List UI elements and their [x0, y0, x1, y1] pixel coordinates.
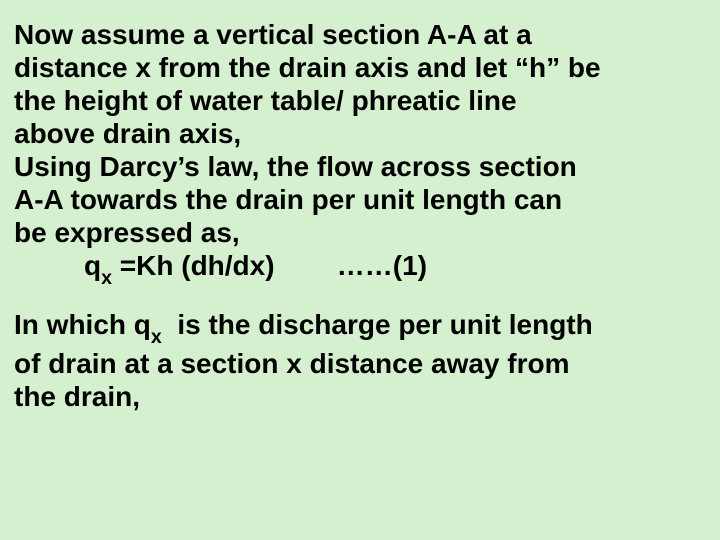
p1-line-7: be expressed as,: [14, 217, 240, 248]
p2-line-2: of drain at a section x distance away fr…: [14, 348, 570, 379]
p1-line-2: distance x from the drain axis and let “…: [14, 52, 601, 83]
eq-rest: =Kh (dh/dx) ……(1): [112, 250, 427, 281]
p1-line-3: the height of water table/ phreatic line: [14, 85, 517, 116]
p1-line-1: Now assume a vertical section A-A at a: [14, 19, 532, 50]
slide-content: Now assume a vertical section A-A at a d…: [0, 0, 720, 447]
eq-prefix: q: [84, 250, 101, 281]
p2-line-3: the drain,: [14, 381, 140, 412]
p2-l1-sub: x: [151, 326, 162, 348]
p1-line-6: A-A towards the drain per unit length ca…: [14, 184, 562, 215]
p2-line-1: In which qx is the discharge per unit le…: [14, 309, 593, 340]
p2-l1-prefix: In which q: [14, 309, 151, 340]
p1-line-4: above drain axis,: [14, 118, 241, 149]
paragraph-1: Now assume a vertical section A-A at a d…: [14, 18, 706, 288]
eq-subscript: x: [101, 267, 112, 289]
paragraph-2: In which qx is the discharge per unit le…: [14, 308, 706, 413]
equation-1: qx =Kh (dh/dx) ……(1): [14, 250, 427, 281]
p2-l1-suffix: is the discharge per unit length: [162, 309, 593, 340]
p1-line-5: Using Darcy’s law, the flow across secti…: [14, 151, 577, 182]
